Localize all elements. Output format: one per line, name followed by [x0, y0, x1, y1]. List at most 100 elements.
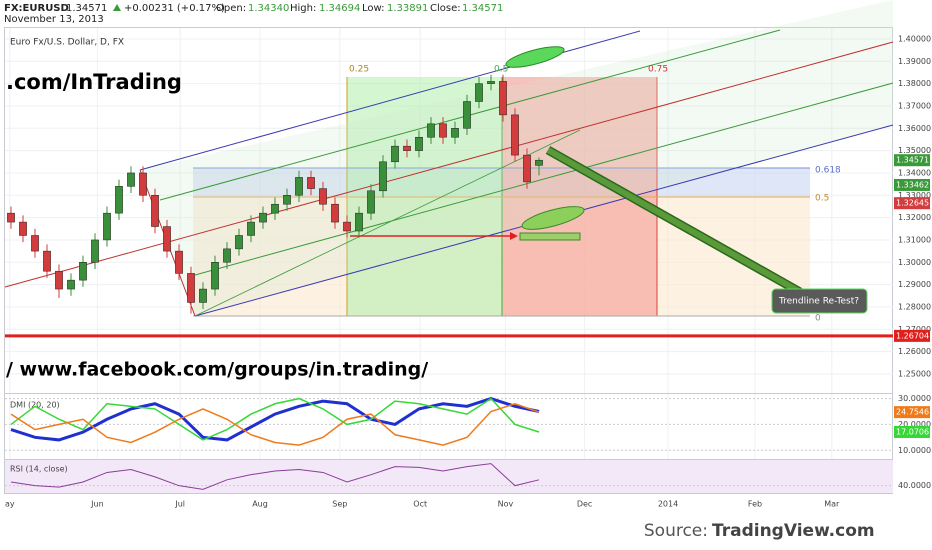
price-marker	[894, 329, 930, 342]
fib-time-label: 0.75	[648, 65, 668, 75]
y-tick-label: 40.0000	[898, 481, 931, 490]
candle-body	[43, 250, 51, 272]
plot-frame	[4, 27, 893, 494]
fib-level-label: 0.618	[815, 166, 841, 176]
candle-body	[463, 101, 471, 129]
candle-body	[295, 177, 303, 196]
x-tick-label: Mar	[824, 500, 840, 509]
trend-line	[194, 129, 581, 317]
y-tick-label: 1.35000	[898, 146, 931, 155]
candle-body	[127, 172, 135, 187]
y-tick-label: 20.0000	[898, 420, 931, 429]
candle-body	[139, 172, 147, 196]
candle-body	[163, 226, 171, 252]
indicator-line	[10, 397, 540, 442]
candle-body	[379, 161, 387, 192]
chart-title: Euro Fx/U.S. Dollar, D, FX	[10, 38, 124, 48]
candle-body	[151, 195, 159, 227]
candle-body	[175, 250, 183, 274]
watermark: / www.facebook.com/groups/in.trading/	[6, 359, 428, 381]
fib-time-label: 0.5	[494, 65, 508, 75]
y-tick-label: 1.26000	[898, 347, 931, 356]
candle-body	[31, 235, 39, 252]
y-tick-label: 1.38000	[898, 79, 931, 88]
y-tick-label: 1.25000	[898, 369, 931, 378]
fib-level-label: 0	[815, 314, 821, 324]
y-tick-label: 1.31000	[898, 235, 931, 244]
price-marker	[894, 406, 930, 419]
x-tick-label: Nov	[498, 500, 514, 509]
y-tick-label: 10.0000	[898, 446, 931, 455]
price-marker	[894, 425, 930, 438]
symbol: FX:EURUSD	[4, 3, 69, 14]
indicator-title: DMI (20, 20)	[10, 401, 60, 410]
watermark: .com/InTrading	[6, 70, 182, 94]
open: 1.34340	[248, 3, 289, 14]
candle-body	[223, 248, 231, 263]
candle-body	[67, 279, 75, 290]
price-marker-label: 1.34571	[896, 156, 929, 165]
price-marker	[894, 197, 930, 210]
x-tick-label: Oct	[413, 500, 427, 509]
price-marker-label: 17.0706	[896, 427, 929, 436]
candle-body	[415, 136, 423, 151]
open-label: Open:	[216, 3, 246, 14]
candle-body	[307, 177, 315, 189]
candle-body	[283, 195, 291, 205]
indicator-line	[10, 402, 540, 446]
y-tick-label: 1.36000	[898, 124, 931, 133]
y-tick-label: 1.37000	[898, 101, 931, 110]
y-tick-label: 1.28000	[898, 302, 931, 311]
candle-body	[403, 145, 411, 151]
highlight	[521, 206, 585, 230]
x-tick-label: Feb	[748, 500, 762, 509]
candle-body	[115, 186, 123, 214]
candle-body	[271, 203, 279, 214]
x-tick-label: Aug	[252, 500, 268, 509]
candle-body	[475, 83, 483, 102]
indicator-line	[10, 463, 540, 490]
y-tick-label: 1.27000	[898, 325, 931, 334]
candle-body	[487, 81, 495, 84]
change: +0.00231 (+0.17%)	[124, 3, 225, 14]
big-arrow	[546, 147, 802, 295]
callout	[771, 288, 868, 314]
header: FX:EURUSD 1.34571 +0.00231 (+0.17%) Open…	[4, 3, 503, 25]
y-tick-label: 30.0000	[898, 394, 931, 403]
y-tick-label: 1.29000	[898, 280, 931, 289]
highlight	[519, 232, 581, 241]
y-tick-label: 1.34000	[898, 168, 931, 177]
candle-body	[199, 288, 207, 303]
y-tick-label: 1.32000	[898, 213, 931, 222]
rsi-background	[5, 460, 893, 493]
x-tick-label: Jul	[174, 500, 185, 509]
candle-body	[79, 262, 87, 281]
candle-body	[391, 145, 399, 163]
candle-body	[427, 123, 435, 138]
x-tick-label: 2014	[658, 500, 678, 509]
pitchfork-fill	[140, 0, 893, 316]
x-tick-label: Sep	[332, 500, 347, 509]
candle-body	[247, 221, 255, 236]
candle-body	[451, 128, 459, 138]
arrow-head	[510, 232, 518, 240]
price-marker	[894, 178, 930, 191]
candle-body	[355, 212, 363, 232]
low: 1.33891	[387, 3, 428, 14]
candle-body	[187, 273, 195, 303]
source-label: Source:	[644, 521, 708, 541]
high-label: High:	[290, 3, 316, 14]
x-tick-label: Dec	[577, 500, 592, 509]
highlight	[505, 46, 565, 68]
candle-body	[343, 221, 351, 232]
date: November 13, 2013	[4, 14, 104, 25]
candle-body	[259, 212, 267, 223]
candle-body	[319, 188, 327, 205]
candle-body	[55, 270, 63, 290]
indicator-title: RSI (14, close)	[10, 465, 68, 474]
candle-body	[235, 235, 243, 250]
high: 1.34694	[319, 3, 360, 14]
candle-body	[367, 190, 375, 214]
y-tick-label: 1.33000	[898, 191, 931, 200]
